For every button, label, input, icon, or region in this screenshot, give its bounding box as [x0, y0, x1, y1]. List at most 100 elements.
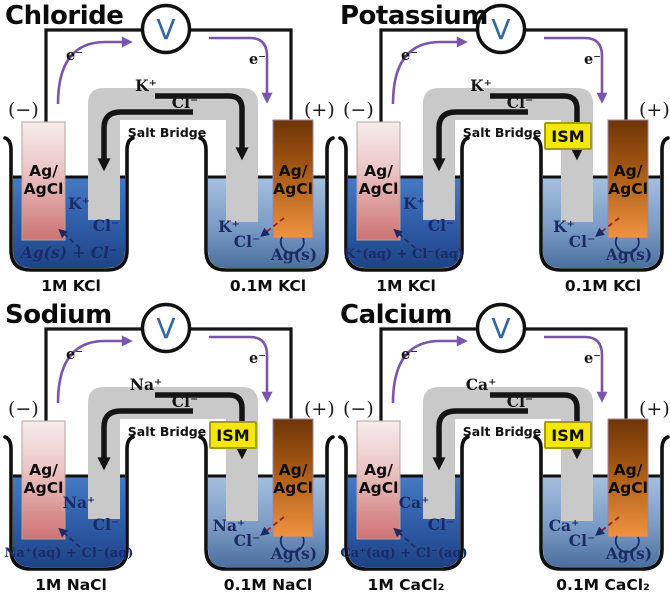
- left-dashed-arrow: [393, 228, 416, 249]
- electrode-left: [21, 420, 66, 540]
- panel-title: Calcium: [340, 300, 452, 330]
- beaker-right-outline: [198, 136, 335, 272]
- cation-flow-arrow: [490, 392, 584, 460]
- electron-flow-arrow-left: [391, 335, 468, 404]
- electrode-left-label-line1: Ag/: [364, 461, 393, 479]
- anion-flow-arrow: [432, 109, 528, 172]
- ism-membrane: ISM: [544, 421, 592, 449]
- left-concentration-label: 1M KCl: [376, 277, 436, 295]
- negative-terminal-label: (−): [8, 99, 39, 121]
- left-dashed-arrow: [58, 228, 81, 249]
- voltmeter: [475, 3, 527, 55]
- electron-label-right: e⁻: [584, 51, 601, 68]
- bridge-anion-label: Cl⁻: [172, 392, 198, 411]
- silver-loop-arrow: [279, 236, 305, 254]
- electrode-right-label-line2: AgCl: [273, 180, 313, 198]
- bridge-cation-label: Ca⁺: [466, 375, 497, 394]
- cell-panel: e⁻ e⁻ V (−) (+) K⁺ Cl⁻ Salt Bridge: [338, 1, 670, 295]
- left-concentration-label: 1M NaCl: [35, 576, 107, 594]
- silver-loop-arrow: [614, 535, 640, 553]
- electrode-left-label-line1: Ag/: [29, 162, 58, 180]
- ism-box: [544, 122, 592, 150]
- negative-terminal-label: (−): [8, 398, 39, 420]
- electrode-right-label-line1: Ag/: [279, 162, 308, 180]
- electrode-right-label-line2: AgCl: [608, 180, 648, 198]
- left-anion-label: Cl⁻: [428, 216, 454, 235]
- voltmeter: [140, 3, 192, 55]
- left-anion-label: Cl⁻: [428, 515, 454, 534]
- panel-title: Chloride: [5, 1, 123, 31]
- right-concentration-label: 0.1M CaCl₂: [556, 576, 650, 594]
- electrode-right-label-line1: Ag/: [279, 461, 308, 479]
- bridge-cation-label: K⁺: [470, 76, 492, 95]
- beaker-right-outline: [533, 435, 670, 571]
- left-concentration-label: 1M CaCl₂: [368, 576, 445, 594]
- electrode-left-label-line1: Ag/: [29, 461, 58, 479]
- left-dashed-arrow: [393, 527, 416, 548]
- panel-title: Potassium: [340, 1, 488, 31]
- bridge-anion-label: Cl⁻: [507, 93, 533, 112]
- right-anion-label: Cl⁻: [569, 232, 595, 251]
- electron-flow-arrow-left: [391, 36, 468, 105]
- ism-box: [209, 421, 257, 449]
- electrode-left-label-line2: AgCl: [24, 479, 64, 497]
- cell-panel: e⁻ e⁻ V (−) (+) K⁺ Cl⁻ Salt Bridge: [3, 1, 335, 295]
- right-concentration-label: 0.1M KCl: [565, 277, 641, 295]
- cation-flow-arrow: [155, 93, 249, 161]
- electron-label-right: e⁻: [249, 350, 266, 367]
- silver-loop-arrow: [279, 535, 305, 553]
- electrode-left: [21, 121, 66, 241]
- right-dashed-arrow: [260, 516, 285, 536]
- ism-label: ISM: [216, 426, 249, 445]
- voltmeter: [140, 302, 192, 354]
- electrode-right-label-line2: AgCl: [608, 479, 648, 497]
- salt-bridge-label: Salt Bridge: [128, 424, 206, 439]
- salt-bridge-label: Salt Bridge: [463, 125, 541, 140]
- negative-terminal-label: (−): [343, 398, 374, 420]
- right-anion-label: Cl⁻: [234, 531, 260, 550]
- voltmeter-label: V: [491, 312, 510, 345]
- beaker-left-outline: [3, 136, 135, 272]
- electron-label-left: e⁻: [66, 47, 83, 64]
- electrode-left-label-line2: AgCl: [359, 479, 399, 497]
- right-dashed-arrow: [595, 516, 620, 536]
- electron-label-right: e⁻: [249, 51, 266, 68]
- electrode-left: [356, 121, 401, 241]
- salt-bridge-label: Salt Bridge: [463, 424, 541, 439]
- electron-label-left: e⁻: [66, 346, 83, 363]
- bridge-anion-label: Cl⁻: [507, 392, 533, 411]
- left-anion-label: Cl⁻: [93, 216, 119, 235]
- electron-flow-arrow-right: [544, 335, 608, 403]
- electron-label-left: e⁻: [401, 47, 418, 64]
- right-cation-label: Na⁺: [213, 516, 245, 535]
- bridge-cation-label: K⁺: [135, 76, 157, 95]
- electrode-right-label-line1: Ag/: [614, 461, 643, 479]
- silver-deposit-label: Ag(s): [605, 544, 652, 563]
- silver-deposit-label: Ag(s): [605, 245, 652, 264]
- ism-label: ISM: [551, 127, 584, 146]
- left-cation-label: Ca⁺: [399, 493, 430, 512]
- right-dashed-arrow: [595, 217, 620, 237]
- right-cation-label: K⁺: [218, 217, 240, 236]
- anion-flow-arrow: [97, 408, 193, 471]
- ism-membrane: ISM: [544, 122, 592, 150]
- electrode-left: [356, 420, 401, 540]
- silver-deposit-label: Ag(s): [270, 544, 317, 563]
- beaker-left-outline: [338, 136, 470, 272]
- electrode-right: [607, 119, 649, 239]
- electrode-right-label-line1: Ag/: [614, 162, 643, 180]
- voltmeter-label: V: [156, 312, 175, 345]
- cation-flow-arrow: [490, 93, 584, 161]
- anion-flow-arrow: [97, 109, 193, 172]
- right-concentration-label: 0.1M KCl: [230, 277, 306, 295]
- left-anion-label: Cl⁻: [93, 515, 119, 534]
- right-anion-label: Cl⁻: [234, 232, 260, 251]
- right-concentration-label: 0.1M NaCl: [224, 576, 312, 594]
- left-dashed-arrow: [58, 527, 81, 548]
- ism-label: ISM: [551, 426, 584, 445]
- reaction-label: K⁺(aq) + Cl⁻(aq): [344, 247, 464, 262]
- electron-label-right: e⁻: [584, 350, 601, 367]
- electron-flow-arrow-right: [209, 36, 273, 104]
- electron-flow-arrow-left: [56, 335, 133, 404]
